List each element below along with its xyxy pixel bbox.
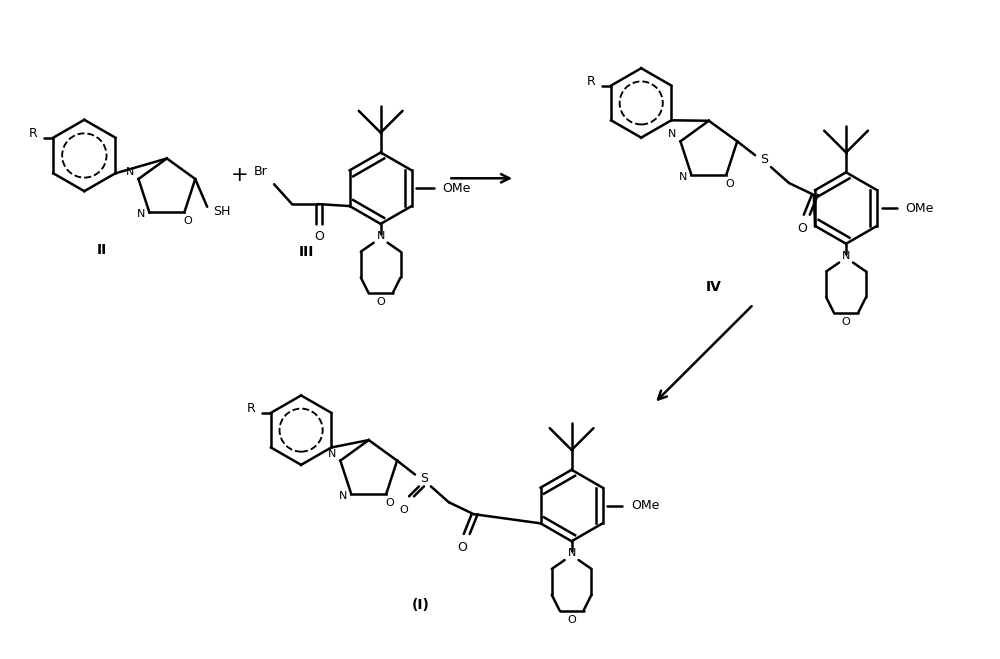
Text: OMe: OMe bbox=[905, 202, 934, 215]
Text: +: + bbox=[231, 165, 248, 185]
Text: N: N bbox=[679, 171, 688, 182]
Text: O: O bbox=[314, 230, 324, 243]
Text: N: N bbox=[567, 548, 576, 558]
Text: O: O bbox=[183, 216, 192, 226]
Text: R: R bbox=[247, 403, 255, 415]
Text: O: O bbox=[567, 615, 576, 625]
Text: O: O bbox=[457, 542, 467, 554]
Text: N: N bbox=[668, 129, 677, 140]
Text: O: O bbox=[797, 222, 807, 235]
Text: N: N bbox=[126, 167, 135, 177]
Text: O: O bbox=[400, 505, 408, 515]
Text: N: N bbox=[137, 210, 146, 219]
Text: Br: Br bbox=[253, 165, 267, 178]
Text: II: II bbox=[97, 243, 107, 256]
Text: N: N bbox=[328, 449, 337, 459]
Text: S: S bbox=[420, 472, 428, 485]
Text: III: III bbox=[298, 244, 314, 259]
Text: N: N bbox=[376, 231, 385, 241]
Text: O: O bbox=[385, 498, 394, 508]
Text: O: O bbox=[725, 179, 734, 188]
Text: SH: SH bbox=[213, 205, 231, 218]
Text: (I): (I) bbox=[412, 598, 429, 612]
Text: N: N bbox=[842, 250, 850, 260]
Text: R: R bbox=[587, 75, 596, 88]
Text: O: O bbox=[842, 317, 850, 327]
Text: R: R bbox=[29, 127, 38, 140]
Text: OMe: OMe bbox=[631, 499, 659, 512]
Text: OMe: OMe bbox=[442, 182, 470, 194]
Text: O: O bbox=[376, 297, 385, 307]
Text: IV: IV bbox=[706, 280, 722, 295]
Text: N: N bbox=[339, 491, 347, 501]
Text: S: S bbox=[760, 153, 768, 165]
